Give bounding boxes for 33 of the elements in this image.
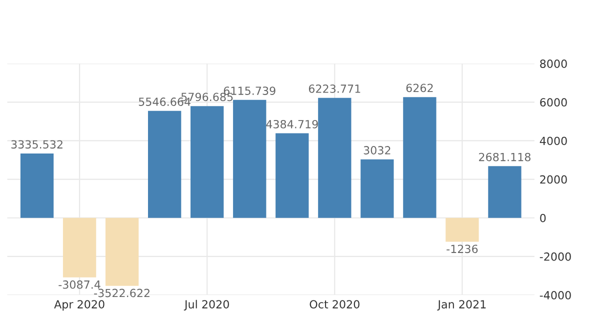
data-label: -3087.4	[58, 280, 100, 289]
bar	[233, 100, 266, 218]
y-tick-label: -2000	[540, 252, 571, 261]
y-tick-label: -4000	[540, 291, 571, 300]
y-tick-label: 2000	[540, 175, 567, 184]
bar	[446, 218, 479, 242]
y-tick-label: 6000	[540, 98, 567, 107]
y-tick-label: 0	[540, 214, 546, 222]
bar	[148, 110, 182, 218]
x-tick-label: Apr 2020	[54, 300, 104, 311]
data-label: 6223.771	[308, 84, 360, 93]
x-tick-label: Jul 2020	[184, 300, 229, 311]
bar	[276, 133, 309, 218]
x-tick-label: Jan 2021	[437, 300, 486, 311]
y-tick-label: 4000	[540, 136, 567, 146]
data-label: 4384.719	[266, 120, 318, 128]
bar	[403, 97, 436, 218]
bar	[190, 106, 224, 218]
data-label: 2681.118	[479, 152, 530, 162]
data-label: 6115.739	[224, 86, 276, 95]
x-tick-label: Oct 2020	[310, 300, 360, 308]
bar	[318, 98, 352, 218]
data-label: -3522.622	[94, 288, 150, 298]
bar	[488, 166, 522, 218]
y-tick-label: 8000	[540, 60, 567, 68]
bar	[20, 154, 54, 218]
bar	[105, 218, 139, 286]
data-label: 3335.532	[11, 140, 62, 149]
bar	[360, 159, 394, 218]
data-label: 6262	[406, 84, 433, 92]
data-label: 3032	[364, 146, 390, 154]
data-label: -1236	[446, 244, 478, 254]
bar	[62, 218, 96, 278]
